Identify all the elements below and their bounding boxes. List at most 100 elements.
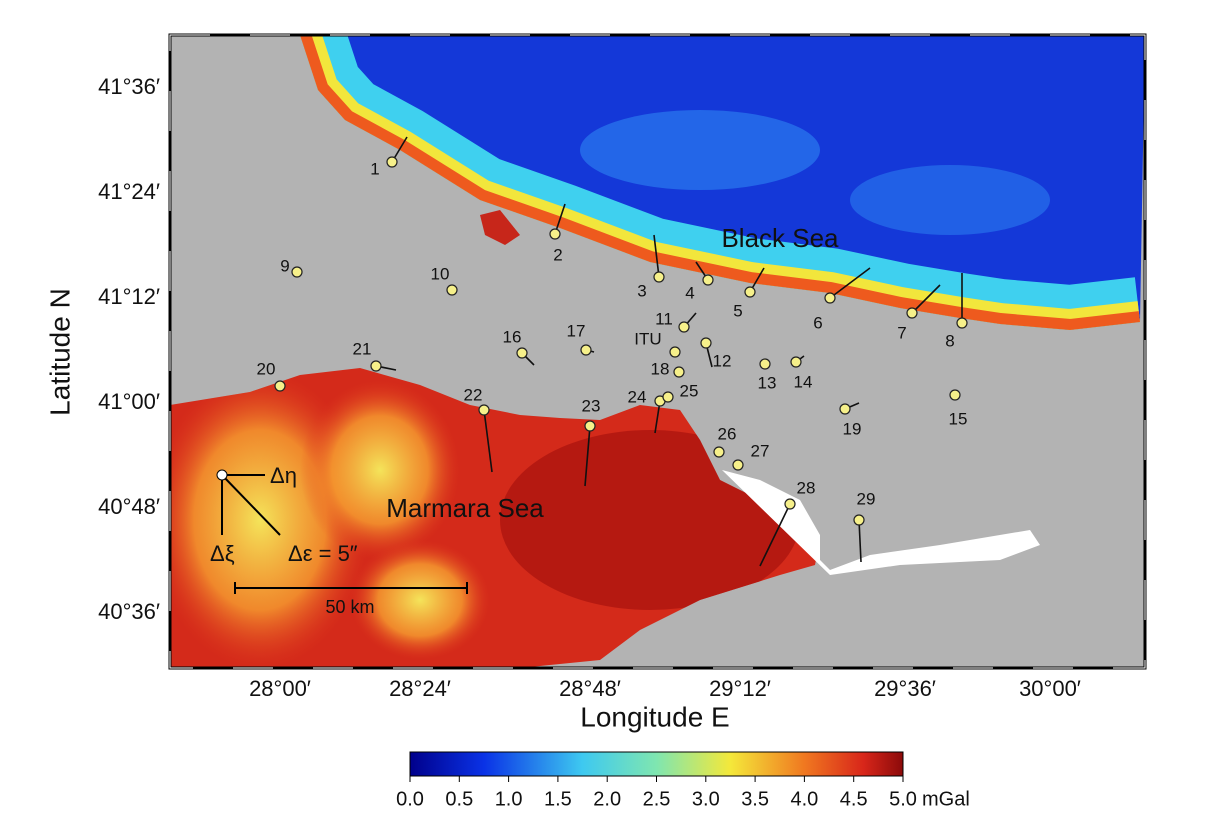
- station-marker: [386, 156, 398, 168]
- station-marker: [678, 321, 690, 333]
- station-marker: [549, 228, 561, 240]
- station-marker: [580, 344, 592, 356]
- station-label: 17: [567, 321, 586, 340]
- lake: [480, 210, 520, 245]
- map: [170, 35, 1145, 668]
- colorbar-label: 4.5: [840, 788, 868, 810]
- station-vector: [911, 284, 941, 314]
- station-marker: [653, 271, 665, 283]
- scale-label: 50 km: [325, 597, 374, 617]
- station-label: 14: [794, 372, 813, 391]
- y-tick-label: 41°12′: [98, 284, 160, 309]
- colorbar-label: 3.0: [692, 788, 720, 810]
- legend-label: Δξ: [210, 541, 235, 566]
- x-tick-label: 28°24′: [389, 676, 451, 701]
- station-marker: [446, 284, 458, 296]
- station-label: 6: [813, 313, 822, 332]
- station-marker: [370, 360, 382, 372]
- station-label: 7: [897, 323, 906, 342]
- station-marker: [700, 337, 712, 349]
- x-tick-label: 29°36′: [874, 676, 936, 701]
- station-marker: [906, 307, 918, 319]
- station-label: 5: [733, 301, 742, 320]
- station-vector: [584, 425, 591, 487]
- colorbar-unit: mGal: [922, 788, 970, 810]
- vector-line: [221, 474, 281, 536]
- station-label: 3: [637, 281, 646, 300]
- station-marker: [732, 459, 744, 471]
- marmara-sea-field: [170, 368, 820, 668]
- station-label: 12: [713, 351, 732, 370]
- station-marker: [839, 403, 851, 415]
- station-marker: [713, 446, 725, 458]
- station-marker: [516, 347, 528, 359]
- station-marker: [662, 391, 674, 403]
- anomaly: [850, 165, 1050, 235]
- station-label: 4: [685, 283, 694, 302]
- station-label: 27: [751, 441, 770, 460]
- y-axis-title: Latitude N: [44, 288, 75, 416]
- station-label: 10: [431, 264, 450, 283]
- anomaly: [350, 540, 490, 660]
- y-tick-label: 41°24′: [98, 179, 160, 204]
- station-marker: [853, 514, 865, 526]
- x-axis-title: Longitude E: [580, 701, 729, 732]
- station-vector: [483, 409, 493, 473]
- station-marker: [824, 292, 836, 304]
- gulf: [722, 470, 1040, 575]
- station-label: 18: [651, 359, 670, 378]
- station-label: 26: [718, 424, 737, 443]
- station-marker: [744, 286, 756, 298]
- colorbar-label: 2.0: [593, 788, 621, 810]
- vector-legend: Δη Δξ Δε = 5″ 50 km: [210, 463, 468, 617]
- station-label: 22: [464, 385, 483, 404]
- station-label: 21: [353, 339, 372, 358]
- y-tick-label: 40°36′: [98, 599, 160, 624]
- station-label: 23: [582, 396, 601, 415]
- legend-label: Δη: [270, 463, 297, 488]
- station-marker: [790, 356, 802, 368]
- station-label: 11: [655, 309, 673, 328]
- station-marker: [274, 380, 286, 392]
- station-marker: [584, 420, 596, 432]
- x-tick-label: 30°00′: [1019, 676, 1081, 701]
- anomaly: [300, 380, 460, 560]
- colorbar-label: 1.5: [544, 788, 572, 810]
- station-label: 2: [553, 245, 562, 264]
- colorbar-label: 3.5: [741, 788, 769, 810]
- station-vector: [759, 503, 791, 567]
- station-label: 25: [680, 381, 699, 400]
- x-tick-label: 29°12′: [709, 676, 771, 701]
- colorbar-label: 4.0: [790, 788, 818, 810]
- station-marker: [702, 274, 714, 286]
- x-tick-label: 28°48′: [559, 676, 621, 701]
- colorbar-label: 0.5: [445, 788, 473, 810]
- station-label: 19: [843, 419, 862, 438]
- generated: 41°36′ 41°24′ 41°12′ 41°00′ 40°48′ 40°36′ 28°0…: [98, 74, 1081, 810]
- y-tick-label: 41°36′: [98, 74, 160, 99]
- map-frame-ticks: [169, 34, 1146, 669]
- y-tick-label: 40°48′: [98, 494, 160, 519]
- colorbar-label: 1.0: [495, 788, 523, 810]
- y-tick-label: 41°00′: [98, 389, 160, 414]
- station-marker: [956, 317, 968, 329]
- station-vector: [858, 519, 862, 563]
- station-label: 20: [257, 359, 276, 378]
- station-marker: [784, 498, 796, 510]
- station-label: 9: [280, 256, 289, 275]
- station-marker: [673, 366, 685, 378]
- station-label: ITU: [634, 329, 661, 348]
- station-label: 1: [370, 159, 379, 178]
- station-label: 13: [758, 373, 777, 392]
- sea-label: Black Sea: [721, 223, 839, 253]
- x-tick-label: 28°00′: [249, 676, 311, 701]
- legend-label: Δε = 5″: [288, 541, 358, 566]
- station-label: 8: [945, 331, 954, 350]
- station-vector: [653, 234, 660, 278]
- sea-label: Marmara Sea: [386, 493, 544, 523]
- station-marker: [216, 469, 228, 481]
- station-label: 24: [628, 387, 647, 406]
- station-label: 16: [503, 327, 522, 346]
